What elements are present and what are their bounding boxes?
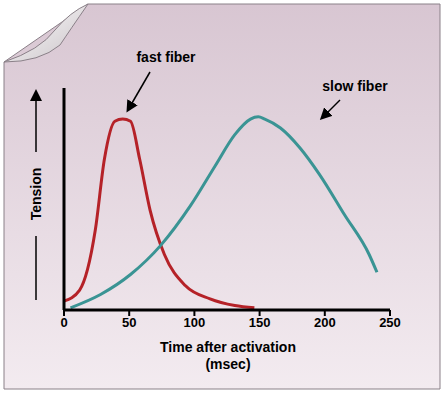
svg-text:250: 250 — [379, 315, 401, 330]
svg-text:Time after activation: Time after activation — [160, 339, 296, 355]
svg-text:slow fiber: slow fiber — [322, 78, 388, 94]
svg-text:200: 200 — [314, 315, 336, 330]
svg-text:0: 0 — [60, 315, 67, 330]
svg-text:Tension: Tension — [28, 168, 44, 221]
svg-text:fast fiber: fast fiber — [136, 49, 196, 65]
svg-text:150: 150 — [249, 315, 271, 330]
svg-text:100: 100 — [184, 315, 206, 330]
svg-text:(msec): (msec) — [205, 356, 250, 372]
svg-text:50: 50 — [122, 315, 136, 330]
